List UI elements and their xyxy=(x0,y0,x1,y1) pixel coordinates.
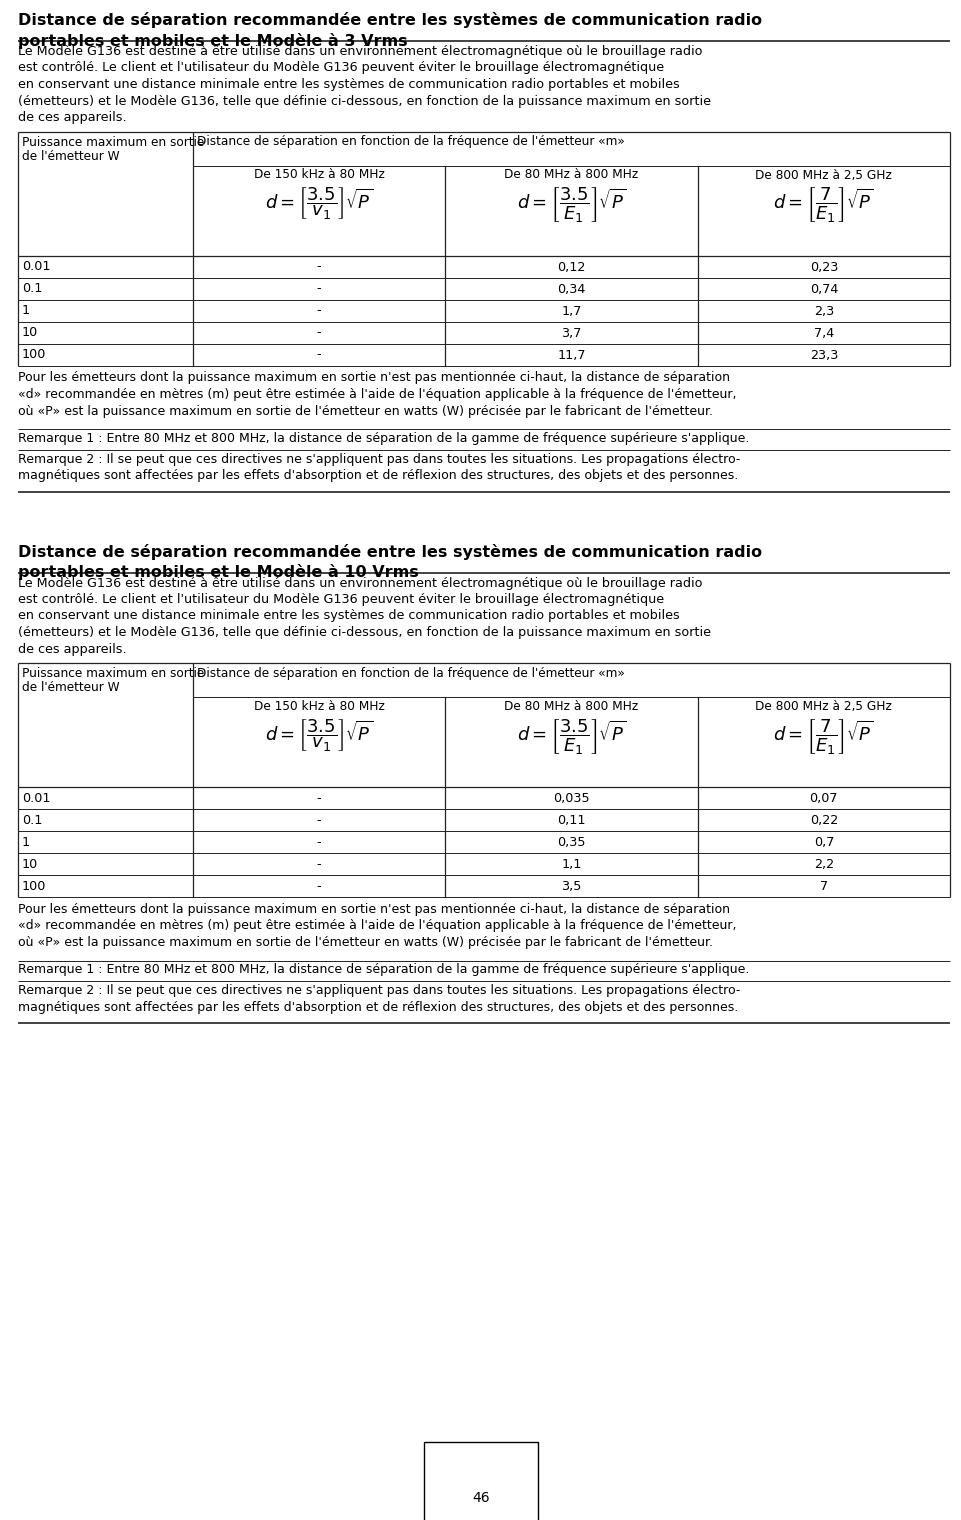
Text: Pour les émetteurs dont la puissance maximum en sortie n'est pas mentionnée ci-h: Pour les émetteurs dont la puissance max… xyxy=(18,903,729,917)
Text: où «P» est la puissance maximum en sortie de l'émetteur en watts (W) précisée pa: où «P» est la puissance maximum en sorti… xyxy=(18,404,712,418)
Text: Distance de séparation recommandée entre les systèmes de communication radio: Distance de séparation recommandée entre… xyxy=(18,12,761,27)
Text: 0,035: 0,035 xyxy=(553,792,589,806)
Text: -: - xyxy=(316,836,321,850)
Text: $d = \left[\dfrac{3.5}{v_1}\right]\sqrt{P}$: $d = \left[\dfrac{3.5}{v_1}\right]\sqrt{… xyxy=(265,185,373,222)
Text: $d = \left[\dfrac{7}{E_1}\right]\sqrt{P}$: $d = \left[\dfrac{7}{E_1}\right]\sqrt{P}… xyxy=(773,717,874,755)
Text: Remarque 1 : Entre 80 MHz et 800 MHz, la distance de séparation de la gamme de f: Remarque 1 : Entre 80 MHz et 800 MHz, la… xyxy=(18,964,749,976)
Text: -: - xyxy=(316,857,321,871)
Text: 1: 1 xyxy=(22,304,30,318)
Text: magnétiques sont affectées par les effets d'absorption et de réflexion des struc: magnétiques sont affectées par les effet… xyxy=(18,1000,737,1014)
Text: 3,5: 3,5 xyxy=(560,880,581,894)
Text: -: - xyxy=(316,304,321,318)
Text: De 800 MHz à 2,5 GHz: De 800 MHz à 2,5 GHz xyxy=(754,701,892,713)
Text: 10: 10 xyxy=(22,857,38,871)
Text: 23,3: 23,3 xyxy=(809,348,837,362)
Text: Distance de séparation en fonction de la fréquence de l'émetteur «m»: Distance de séparation en fonction de la… xyxy=(197,667,624,679)
Text: en conservant une distance minimale entre les systèmes de communication radio po: en conservant une distance minimale entr… xyxy=(18,610,679,623)
Text: portables et mobiles et le Modèle à 3 Vrms: portables et mobiles et le Modèle à 3 Vr… xyxy=(18,33,407,49)
Text: $d = \left[\dfrac{3.5}{E_1}\right]\sqrt{P}$: $d = \left[\dfrac{3.5}{E_1}\right]\sqrt{… xyxy=(516,185,626,225)
Text: Pour les émetteurs dont la puissance maximum en sortie n'est pas mentionnée ci-h: Pour les émetteurs dont la puissance max… xyxy=(18,371,729,385)
Text: Le Modèle G136 est destiné à être utilisé dans un environnement électromagnétiqu: Le Modèle G136 est destiné à être utilis… xyxy=(18,576,702,590)
Text: de l'émetteur W: de l'émetteur W xyxy=(22,681,119,695)
Text: De 150 kHz à 80 MHz: De 150 kHz à 80 MHz xyxy=(254,169,384,181)
Text: 0.01: 0.01 xyxy=(22,792,50,806)
Text: 0,35: 0,35 xyxy=(556,836,585,850)
Text: «d» recommandée en mètres (m) peut être estimée à l'aide de l'équation applicabl: «d» recommandée en mètres (m) peut être … xyxy=(18,920,736,932)
Text: 0,11: 0,11 xyxy=(556,815,585,827)
Text: Distance de séparation en fonction de la fréquence de l'émetteur «m»: Distance de séparation en fonction de la… xyxy=(197,135,624,149)
Text: $d = \left[\dfrac{3.5}{E_1}\right]\sqrt{P}$: $d = \left[\dfrac{3.5}{E_1}\right]\sqrt{… xyxy=(516,717,626,755)
Text: -: - xyxy=(316,327,321,339)
Text: 100: 100 xyxy=(22,348,46,362)
Text: De 800 MHz à 2,5 GHz: De 800 MHz à 2,5 GHz xyxy=(754,169,892,181)
Text: Puissance maximum en sortie: Puissance maximum en sortie xyxy=(22,667,204,679)
Text: 7,4: 7,4 xyxy=(813,327,833,339)
Text: 0,23: 0,23 xyxy=(809,260,837,274)
Text: De 80 MHz à 800 MHz: De 80 MHz à 800 MHz xyxy=(504,701,638,713)
Text: 46: 46 xyxy=(472,1491,489,1505)
Text: 100: 100 xyxy=(22,880,46,894)
Text: 0,22: 0,22 xyxy=(809,815,837,827)
Text: est contrôlé. Le client et l'utilisateur du Modèle G136 peuvent éviter le brouil: est contrôlé. Le client et l'utilisateur… xyxy=(18,61,663,74)
Text: (émetteurs) et le Modèle G136, telle que définie ci-dessous, en fonction de la p: (émetteurs) et le Modèle G136, telle que… xyxy=(18,626,710,638)
Text: 10: 10 xyxy=(22,327,38,339)
Text: magnétiques sont affectées par les effets d'absorption et de réflexion des struc: magnétiques sont affectées par les effet… xyxy=(18,470,737,482)
Text: 0.01: 0.01 xyxy=(22,260,50,274)
Text: 0,7: 0,7 xyxy=(813,836,833,850)
Text: Le Modèle G136 est destiné à être utilisé dans un environnement électromagnétiqu: Le Modèle G136 est destiné à être utilis… xyxy=(18,46,702,58)
Text: 0,74: 0,74 xyxy=(809,283,837,295)
Text: Remarque 2 : Il se peut que ces directives ne s'appliquent pas dans toutes les s: Remarque 2 : Il se peut que ces directiv… xyxy=(18,983,740,997)
Text: 0,12: 0,12 xyxy=(556,260,585,274)
Text: de ces appareils.: de ces appareils. xyxy=(18,643,127,655)
Text: 0.1: 0.1 xyxy=(22,815,42,827)
Text: -: - xyxy=(316,815,321,827)
Text: -: - xyxy=(316,260,321,274)
Text: 11,7: 11,7 xyxy=(556,348,585,362)
Text: de l'émetteur W: de l'émetteur W xyxy=(22,149,119,163)
Text: où «P» est la puissance maximum en sortie de l'émetteur en watts (W) précisée pa: où «P» est la puissance maximum en sorti… xyxy=(18,936,712,948)
Text: de ces appareils.: de ces appareils. xyxy=(18,111,127,125)
Text: portables et mobiles et le Modèle à 10 Vrms: portables et mobiles et le Modèle à 10 V… xyxy=(18,564,418,581)
Text: en conservant une distance minimale entre les systèmes de communication radio po: en conservant une distance minimale entr… xyxy=(18,78,679,91)
Text: De 150 kHz à 80 MHz: De 150 kHz à 80 MHz xyxy=(254,701,384,713)
Text: (émetteurs) et le Modèle G136, telle que définie ci-dessous, en fonction de la p: (émetteurs) et le Modèle G136, telle que… xyxy=(18,94,710,108)
Text: $d = \left[\dfrac{3.5}{v_1}\right]\sqrt{P}$: $d = \left[\dfrac{3.5}{v_1}\right]\sqrt{… xyxy=(265,717,373,752)
Text: 0,34: 0,34 xyxy=(556,283,585,295)
Text: -: - xyxy=(316,348,321,362)
Text: Distance de séparation recommandée entre les systèmes de communication radio: Distance de séparation recommandée entre… xyxy=(18,544,761,559)
Text: $d = \left[\dfrac{7}{E_1}\right]\sqrt{P}$: $d = \left[\dfrac{7}{E_1}\right]\sqrt{P}… xyxy=(773,185,874,225)
Text: 2,2: 2,2 xyxy=(813,857,833,871)
Text: 3,7: 3,7 xyxy=(560,327,581,339)
Text: 2,3: 2,3 xyxy=(813,304,833,318)
Text: est contrôlé. Le client et l'utilisateur du Modèle G136 peuvent éviter le brouil: est contrôlé. Le client et l'utilisateur… xyxy=(18,593,663,606)
Text: 1: 1 xyxy=(22,836,30,850)
Text: Remarque 2 : Il se peut que ces directives ne s'appliquent pas dans toutes les s: Remarque 2 : Il se peut que ces directiv… xyxy=(18,453,740,465)
Text: Remarque 1 : Entre 80 MHz et 800 MHz, la distance de séparation de la gamme de f: Remarque 1 : Entre 80 MHz et 800 MHz, la… xyxy=(18,432,749,445)
Text: 7: 7 xyxy=(819,880,827,894)
Text: De 80 MHz à 800 MHz: De 80 MHz à 800 MHz xyxy=(504,169,638,181)
Text: 1,1: 1,1 xyxy=(560,857,581,871)
Text: -: - xyxy=(316,283,321,295)
Text: -: - xyxy=(316,792,321,806)
Text: -: - xyxy=(316,880,321,894)
Text: 0,07: 0,07 xyxy=(809,792,837,806)
Text: Puissance maximum en sortie: Puissance maximum en sortie xyxy=(22,135,204,149)
Text: «d» recommandée en mètres (m) peut être estimée à l'aide de l'équation applicabl: «d» recommandée en mètres (m) peut être … xyxy=(18,388,736,401)
Text: 0.1: 0.1 xyxy=(22,283,42,295)
Text: 1,7: 1,7 xyxy=(560,304,581,318)
